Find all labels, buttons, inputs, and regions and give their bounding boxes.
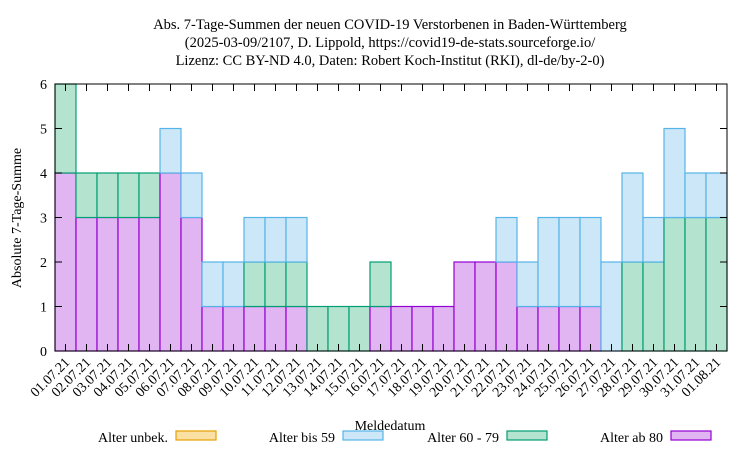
legend-label-alter-bis-59: Alter bis 59 bbox=[269, 431, 335, 446]
legend: Alter unbek. Alter bis 59 Alter 60 - 79 Alt… bbox=[98, 430, 712, 446]
bar-alter-60-79-05.07.21 bbox=[138, 172, 161, 219]
bar-alter-60-79-01.08.21 bbox=[705, 216, 728, 352]
chart-title-line-3: Lizenz: CC BY-ND 4.0, Daten: Robert Koch… bbox=[176, 53, 605, 69]
bar-alter-60-79-16.07.21 bbox=[369, 261, 392, 308]
bar-alter-ab-80-06.07.21 bbox=[159, 172, 182, 352]
legend-swatch-alter-60-79 bbox=[506, 430, 548, 441]
y-tick-label: 6 bbox=[40, 78, 47, 93]
bar-alter-ab-80-02.07.21 bbox=[75, 216, 98, 352]
bar-alter-bis-59-09.07.21 bbox=[222, 261, 245, 308]
bar-alter-bis-59-31.07.21 bbox=[684, 172, 707, 219]
bar-alter-bis-59-08.07.21 bbox=[201, 261, 224, 308]
y-tick-label: 5 bbox=[40, 123, 47, 138]
plot-frame bbox=[54, 83, 728, 352]
bar-alter-bis-59-11.07.21 bbox=[264, 216, 287, 263]
y-axis-label: Absolute 7-Tage-Summe bbox=[10, 148, 25, 288]
bar-alter-bis-59-23.07.21 bbox=[516, 261, 539, 308]
bar-alter-bis-59-22.07.21 bbox=[495, 216, 518, 263]
legend-swatch-alter-unbek- bbox=[175, 430, 217, 441]
bar-alter-60-79-12.07.21 bbox=[285, 261, 308, 308]
chart-title: Abs. 7-Tage-Summen der neuen COVID-19 Ve… bbox=[153, 17, 627, 69]
bar-alter-60-79-03.07.21 bbox=[96, 172, 119, 219]
bar-alter-bis-59-30.07.21 bbox=[663, 127, 686, 219]
bar-alter-bis-59-25.07.21 bbox=[558, 216, 581, 308]
y-tick-label: 4 bbox=[40, 167, 47, 182]
bar-alter-bis-59-06.07.21 bbox=[159, 127, 182, 174]
bar-alter-60-79-10.07.21 bbox=[243, 261, 266, 308]
bar-alter-bis-59-27.07.21 bbox=[600, 261, 623, 352]
bar-alter-bis-59-26.07.21 bbox=[579, 216, 602, 308]
bar-alter-60-79-31.07.21 bbox=[684, 216, 707, 352]
legend-label-alter-unbek-: Alter unbek. bbox=[98, 431, 168, 446]
bar-alter-60-79-29.07.21 bbox=[642, 261, 665, 352]
bar-alter-bis-59-24.07.21 bbox=[537, 216, 560, 308]
bar-alter-bis-59-12.07.21 bbox=[285, 216, 308, 263]
bar-alter-bis-59-28.07.21 bbox=[621, 172, 644, 263]
bar-alter-bis-59-29.07.21 bbox=[642, 216, 665, 263]
chart-title-line-1: Abs. 7-Tage-Summen der neuen COVID-19 Ve… bbox=[153, 17, 627, 33]
bars-layer bbox=[54, 83, 728, 352]
bar-alter-bis-59-01.08.21 bbox=[705, 172, 728, 219]
bar-alter-ab-80-07.07.21 bbox=[180, 216, 203, 352]
legend-swatch-alter-ab-80 bbox=[670, 430, 712, 441]
y-tick-label: 1 bbox=[40, 301, 47, 316]
bar-alter-bis-59-10.07.21 bbox=[243, 216, 266, 263]
bar-alter-60-79-02.07.21 bbox=[75, 172, 98, 219]
bar-alter-ab-80-05.07.21 bbox=[138, 216, 161, 352]
chart-title-line-2: (2025-03-09/2107, D. Lippold, https://co… bbox=[185, 35, 596, 51]
legend-swatch-alter-bis-59 bbox=[342, 430, 384, 441]
bar-alter-60-79-28.07.21 bbox=[621, 261, 644, 352]
bar-alter-ab-80-04.07.21 bbox=[117, 216, 140, 352]
bar-alter-60-79-11.07.21 bbox=[264, 261, 287, 308]
bar-alter-ab-80-03.07.21 bbox=[96, 216, 119, 352]
bar-alter-bis-59-07.07.21 bbox=[180, 172, 203, 219]
y-tick-label: 0 bbox=[40, 345, 47, 360]
legend-label-alter-ab-80: Alter ab 80 bbox=[600, 431, 663, 446]
y-tick-label: 2 bbox=[40, 256, 47, 271]
bar-alter-ab-80-20.07.21 bbox=[453, 261, 476, 352]
bar-alter-ab-80-22.07.21 bbox=[495, 261, 518, 352]
bar-alter-60-79-30.07.21 bbox=[663, 216, 686, 352]
bar-alter-60-79-04.07.21 bbox=[117, 172, 140, 219]
bar-alter-ab-80-21.07.21 bbox=[474, 261, 497, 352]
y-tick-label: 3 bbox=[40, 212, 47, 227]
x-axis-label: Meldedatum bbox=[355, 419, 426, 434]
legend-label-alter-60-79: Alter 60 - 79 bbox=[427, 431, 499, 446]
